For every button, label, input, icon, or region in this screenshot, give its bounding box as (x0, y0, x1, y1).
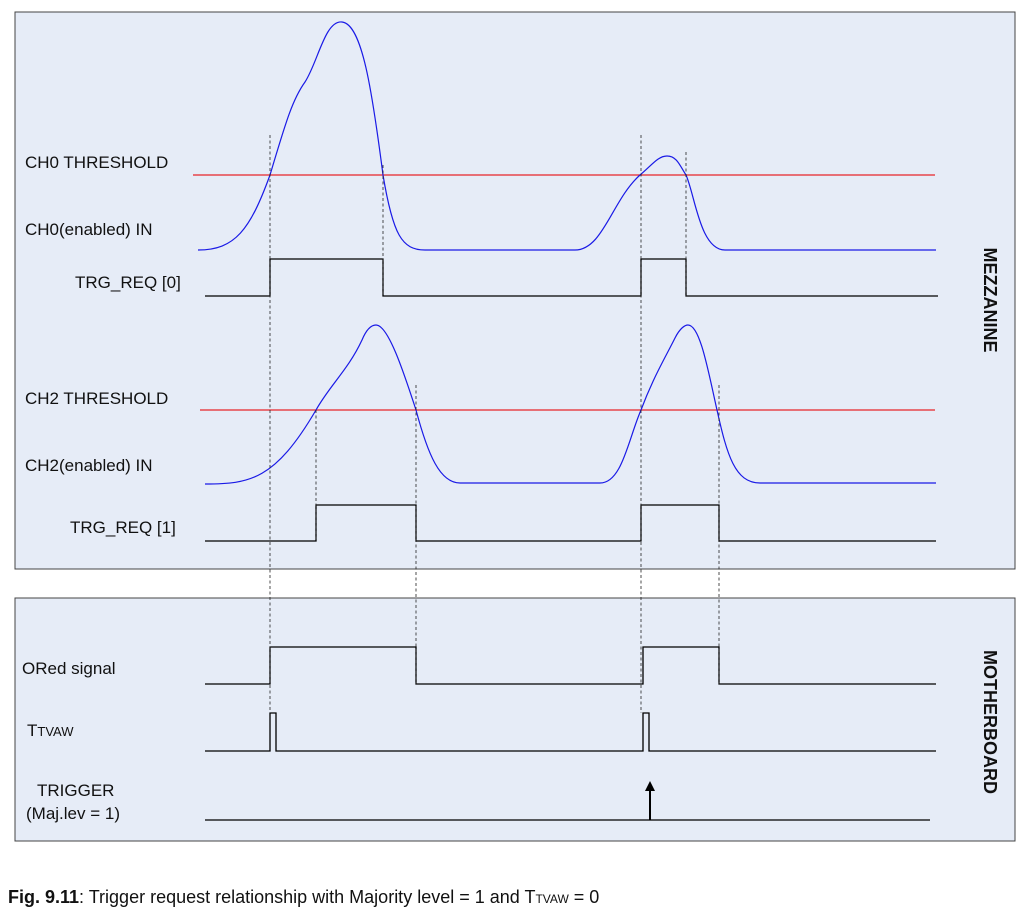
trigger-arrow-head-icon (645, 781, 655, 791)
trg-req0-signal (205, 258, 938, 297)
ored-signal-label: ORed signal (22, 659, 116, 678)
motherboard-label: MOTHERBOARD (980, 650, 1000, 794)
majority-level-label: (Maj.lev = 1) (26, 804, 120, 823)
caption-subscript: TVAW (535, 892, 569, 906)
mezzanine-label: MEZZANINE (980, 248, 1000, 353)
trg-req1-label: TRG_REQ [1] (70, 518, 176, 537)
ch2-threshold-label: CH2 THRESHOLD (25, 389, 168, 408)
mezzanine-panel (14, 11, 1016, 570)
caption-text: : Trigger request relationship with Majo… (79, 887, 536, 907)
dashed-guides (269, 135, 720, 713)
ch2-analog-waveform (204, 324, 936, 485)
ttvaw-label: TTVAW (27, 721, 74, 740)
caption-text-end: = 0 (568, 887, 600, 907)
ch0-threshold-label: CH0 THRESHOLD (25, 153, 168, 172)
trigger-label: TRIGGER (37, 781, 114, 800)
motherboard-panel (14, 597, 1016, 842)
ch2-in-label: CH2(enabled) IN (25, 456, 153, 475)
figure-caption: Fig. 9.11: Trigger request relationship … (8, 887, 599, 908)
ch0-in-label: CH0(enabled) IN (25, 220, 153, 239)
ttvaw-signal (205, 712, 936, 752)
trg-req0-label: TRG_REQ [0] (75, 273, 181, 292)
timing-diagram: MEZZANINE MOTHERBOARD CH0 THRESHOLD CH0(… (14, 11, 1016, 842)
ch0-analog-waveform (197, 21, 936, 251)
figure-number: Fig. 9.11 (8, 887, 80, 907)
